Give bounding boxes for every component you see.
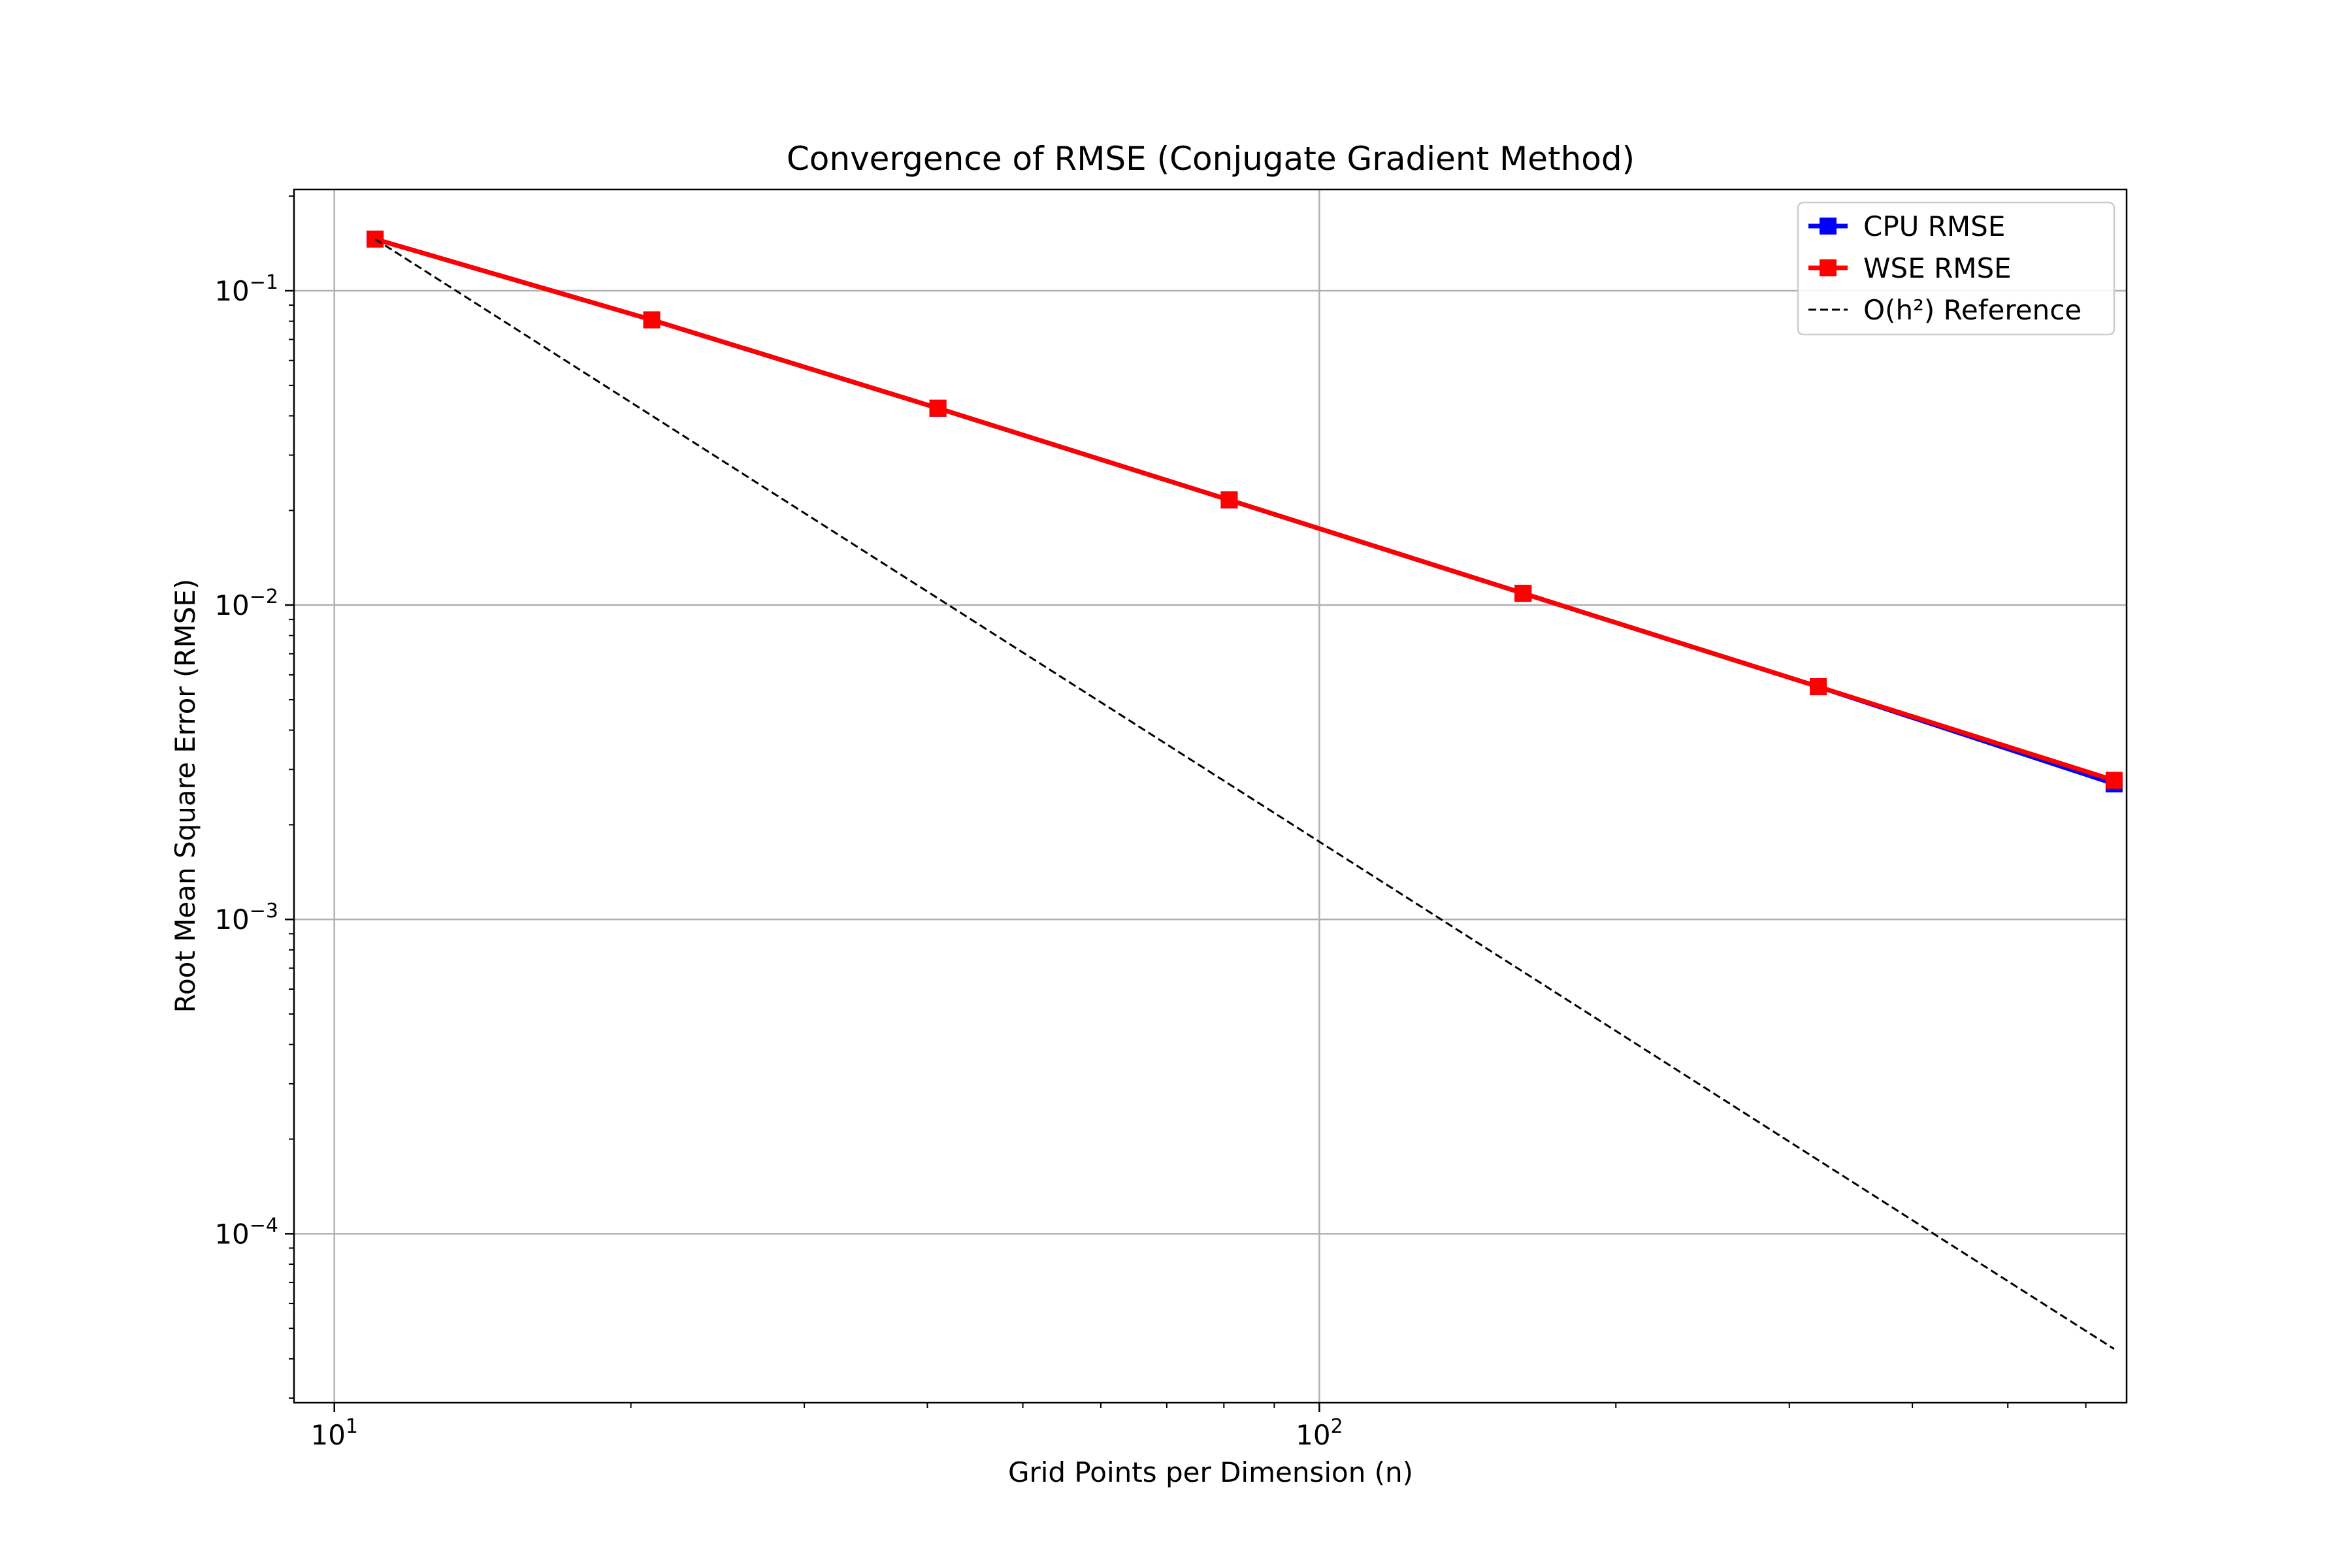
legend-entry-cpu-rmse: CPU RMSE — [1808, 210, 2005, 242]
legend-marker-cpu-rmse — [1820, 218, 1837, 235]
legend-label-wse-rmse: WSE RMSE — [1863, 252, 2012, 284]
legend-label-o-h-reference: O(h²) Reference — [1863, 294, 2082, 326]
y-axis-label: Root Mean Square Error (RMSE) — [169, 579, 201, 1013]
y-tick-label: 10−3 — [214, 900, 278, 936]
x-axis-label: Grid Points per Dimension (n) — [1008, 1456, 1413, 1488]
series-wse-rmse — [367, 230, 2123, 789]
legend-entries: CPU RMSE WSE RMSE O(h²) Reference — [1808, 210, 2082, 326]
legend-marker-wse-rmse — [1820, 259, 1837, 276]
data-point-wse-rmse — [643, 311, 661, 329]
plot-frame — [293, 188, 2128, 1404]
data-point-wse-rmse — [1514, 585, 1532, 602]
chart-title: Convergence of RMSE (Conjugate Gradient … — [787, 140, 1635, 178]
legend-entry-wse-rmse: WSE RMSE — [1808, 252, 2012, 284]
series-o-h-reference — [374, 238, 2115, 1350]
legend-frame — [1797, 201, 2115, 336]
legend: CPU RMSE WSE RMSE O(h²) Reference — [1797, 201, 2115, 336]
y-tick-label: 10−4 — [214, 1214, 278, 1250]
y-tick-label: 10−1 — [214, 271, 278, 307]
legend-label-cpu-rmse: CPU RMSE — [1863, 210, 2005, 242]
y-tick-label: 10−2 — [214, 585, 278, 621]
data-point-wse-rmse — [929, 399, 947, 417]
x-tick-label: 101 — [310, 1415, 358, 1451]
data-point-wse-rmse — [1220, 491, 1238, 509]
series-line-o-h-reference — [374, 238, 2115, 1350]
series-layer — [367, 230, 2123, 1350]
data-point-wse-rmse — [1810, 678, 1827, 696]
data-point-wse-rmse — [2105, 772, 2123, 789]
tick-layer: 101 102 10−1 10−2 10−3 10−4 — [214, 195, 2087, 1451]
grid-layer — [294, 189, 2127, 1403]
x-tick-label: 102 — [1296, 1415, 1343, 1451]
legend-entry-o-h-reference: O(h²) Reference — [1808, 294, 2082, 326]
